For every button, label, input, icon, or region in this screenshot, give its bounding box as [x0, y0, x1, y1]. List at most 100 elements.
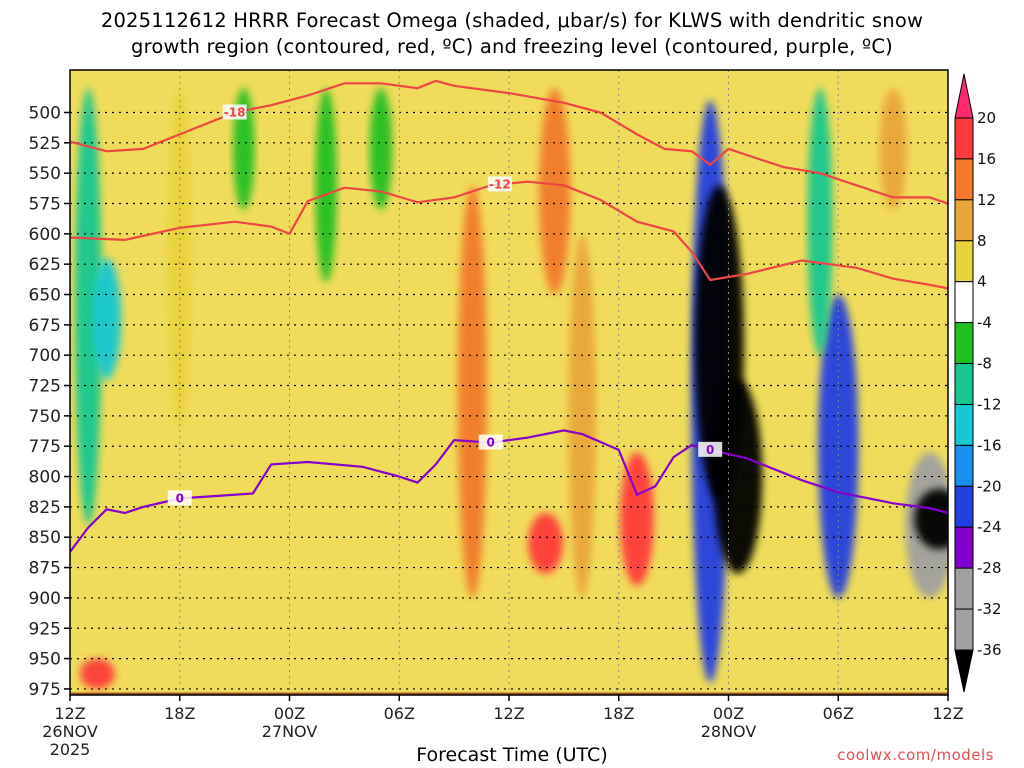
colorbar-band-9	[954, 485, 974, 528]
chart-title-line2: growth region (contoured, red, ºC) and f…	[131, 35, 893, 58]
omega-feature-10	[620, 452, 654, 586]
omega-feature-5	[369, 88, 393, 210]
contour-label-minus18-0: -18	[224, 105, 246, 119]
colorbar: 20 16 12 8 4 -4 -8 -12 -16 -20 -24 -28 -32 -36	[954, 73, 1002, 693]
y-tick-label-625: 625	[29, 255, 61, 275]
y-tick-label-875: 875	[29, 559, 61, 579]
colorbar-label-13: -36	[977, 641, 1002, 659]
omega-shading	[74, 88, 948, 689]
y-tick-label-575: 575	[29, 194, 61, 214]
colorbar-label-10: -24	[977, 518, 1002, 536]
colorbar-top-arrow	[954, 73, 974, 119]
x-tick-label-12: 00Z	[274, 704, 305, 723]
terrain	[70, 692, 948, 695]
y-tick-label-750: 750	[29, 407, 61, 427]
colorbar-band-10	[954, 526, 974, 569]
omega-feature-14	[818, 294, 859, 598]
x-tick-label-0: 12Z	[54, 704, 85, 723]
x-tick-year-0: 2025	[50, 740, 91, 759]
omega-feature-19	[80, 658, 115, 689]
colorbar-label-5: -4	[977, 314, 992, 332]
contour-label-freezing_level-0: 0	[176, 491, 184, 505]
colorbar-label-11: -28	[977, 559, 1002, 577]
x-tick-label-18: 06Z	[384, 704, 415, 723]
y-tick-label-700: 700	[29, 346, 61, 366]
colorbar-band-6	[954, 363, 974, 405]
y-tick-label-525: 525	[29, 134, 61, 154]
y-tick-label-825: 825	[29, 498, 61, 518]
y-tick-label-950: 950	[29, 650, 61, 670]
omega-feature-7	[539, 88, 571, 295]
omega-feature-2	[168, 88, 192, 429]
x-tick-label-30: 18Z	[603, 704, 634, 723]
contour-minus12	[70, 180, 948, 290]
colorbar-band-3	[954, 240, 974, 283]
y-tick-label-800: 800	[29, 468, 61, 488]
colorbar-label-8: -16	[977, 436, 1002, 454]
omega-feature-9	[528, 512, 563, 574]
y-tick-label-850: 850	[29, 528, 61, 548]
colorbar-band-1	[954, 158, 974, 201]
colorbar-band-0	[954, 117, 974, 160]
y-tick-label-675: 675	[29, 316, 61, 336]
omega-feature-0	[74, 88, 102, 526]
contour-label-bg-minus12-0	[487, 176, 512, 192]
x-tick-date-12: 27NOV	[262, 722, 318, 741]
x-tick-label-42: 06Z	[823, 704, 854, 723]
y-tick-label-975: 975	[29, 680, 61, 700]
colorbar-label-7: -12	[977, 395, 1002, 413]
colorbar-band-11	[954, 567, 974, 610]
contour-label-bg-freezing_level-0	[167, 490, 192, 506]
contour-label-bg-freezing_level-1	[478, 434, 503, 450]
contour-label-bg-minus18-0	[222, 104, 247, 120]
chart-title: 2025112612 HRRR Forecast Omega (shaded, …	[0, 8, 1024, 60]
colorbar-band-grey	[954, 608, 974, 651]
colorbar-label-6: -8	[977, 355, 992, 373]
y-tick-label-650: 650	[29, 286, 61, 306]
omega-feature-18	[879, 88, 907, 210]
omega-feature-17	[807, 88, 833, 356]
omega-feature-1	[91, 258, 122, 380]
contour-label-freezing_level-2: 0	[706, 443, 714, 457]
credit-text: coolwx.com/models	[837, 746, 994, 764]
omega-feature-16	[914, 488, 948, 550]
grid-lines	[70, 70, 948, 695]
colorbar-label-3: 8	[977, 232, 987, 250]
x-tick-label-24: 12Z	[493, 704, 524, 723]
y-axis: 500 525 550 575 600 625 650 675 700 725 750 775 800 8…	[29, 103, 70, 700]
colorbar-band-5	[954, 322, 974, 365]
colorbar-band-7	[954, 403, 974, 446]
omega-feature-6	[457, 185, 488, 598]
omega-feature-4	[315, 88, 337, 283]
y-tick-label-550: 550	[29, 164, 61, 184]
x-tick-date-0: 26NOV	[42, 722, 98, 741]
colorbar-label-4: 4	[977, 273, 987, 291]
chart-title-line1: 2025112612 HRRR Forecast Omega (shaded, …	[100, 9, 924, 32]
contour-lines: -18 -12 0 0 0	[70, 79, 948, 553]
y-tick-label-725: 725	[29, 377, 61, 397]
y-tick-label-900: 900	[29, 589, 61, 609]
terrain-band	[70, 692, 948, 695]
contour-label-bg-freezing_level-2	[698, 441, 723, 457]
contour-minus18	[70, 79, 948, 205]
omega-feature-13	[713, 379, 763, 574]
y-tick-label-600: 600	[29, 225, 61, 245]
y-tick-label-925: 925	[29, 619, 61, 639]
colorbar-label-0: 20	[977, 109, 996, 127]
x-axis-label: Forecast Time (UTC)	[416, 744, 608, 766]
x-tick-label-36: 00Z	[713, 704, 744, 723]
x-tick-date-36: 28NOV	[701, 722, 757, 741]
x-tick-label-48: 12Z	[932, 704, 963, 723]
x-tick-label-6: 18Z	[164, 704, 195, 723]
colorbar-label-12: -32	[977, 600, 1002, 618]
colorbar-band-8	[954, 444, 974, 487]
colorbar-band-4	[954, 281, 974, 324]
colorbar-label-9: -20	[977, 477, 1002, 495]
y-tick-label-775: 775	[29, 437, 61, 457]
y-tick-label-500: 500	[29, 103, 61, 123]
colorbar-label-1: 16	[977, 150, 996, 168]
contour-label-minus12-0: -12	[489, 177, 511, 191]
colorbar-band-2	[954, 199, 974, 242]
